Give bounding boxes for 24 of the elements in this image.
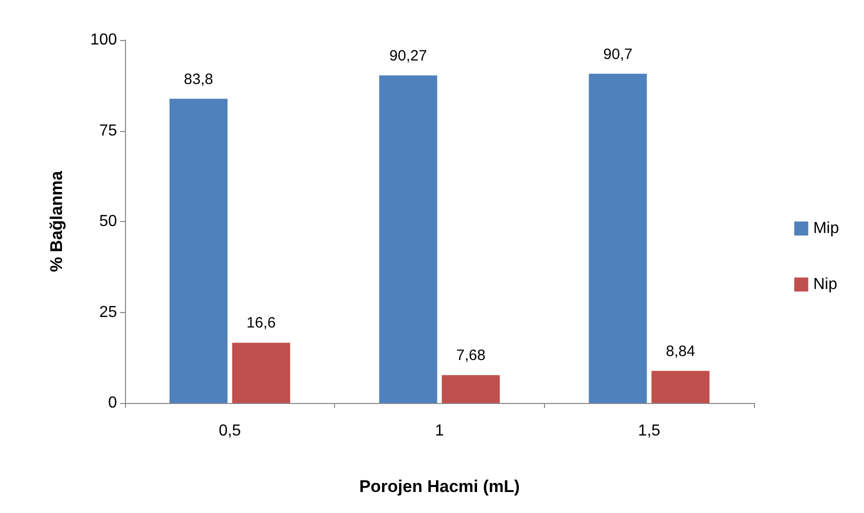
data-label: 90,27 bbox=[389, 47, 427, 64]
legend-label: Mip bbox=[813, 220, 840, 237]
x-axis-title: Porojen Hacmi (mL) bbox=[359, 477, 520, 496]
y-tick-label: 25 bbox=[99, 304, 118, 321]
y-tick-label: 75 bbox=[99, 122, 118, 140]
bar bbox=[651, 370, 710, 403]
bar bbox=[170, 98, 228, 403]
y-axis-title: % Bağlanma bbox=[47, 170, 66, 272]
y-tick-label: 0 bbox=[108, 394, 118, 412]
bar bbox=[232, 342, 290, 403]
bar bbox=[588, 74, 647, 403]
bar bbox=[379, 75, 438, 403]
x-tick-label: 1 bbox=[435, 422, 444, 440]
data-label: 90,7 bbox=[603, 46, 632, 63]
x-tick-label: 0,5 bbox=[218, 422, 242, 440]
data-label: 7,68 bbox=[456, 347, 486, 364]
x-tick-label: 1,5 bbox=[638, 422, 660, 440]
data-label: 83,8 bbox=[184, 70, 214, 88]
data-label: 8,84 bbox=[666, 342, 696, 360]
data-label: 16,6 bbox=[246, 314, 276, 332]
y-tick-label: 100 bbox=[90, 32, 118, 48]
legend-label: Nip bbox=[813, 276, 838, 293]
bar bbox=[442, 375, 500, 403]
y-tick-label: 50 bbox=[99, 213, 118, 230]
